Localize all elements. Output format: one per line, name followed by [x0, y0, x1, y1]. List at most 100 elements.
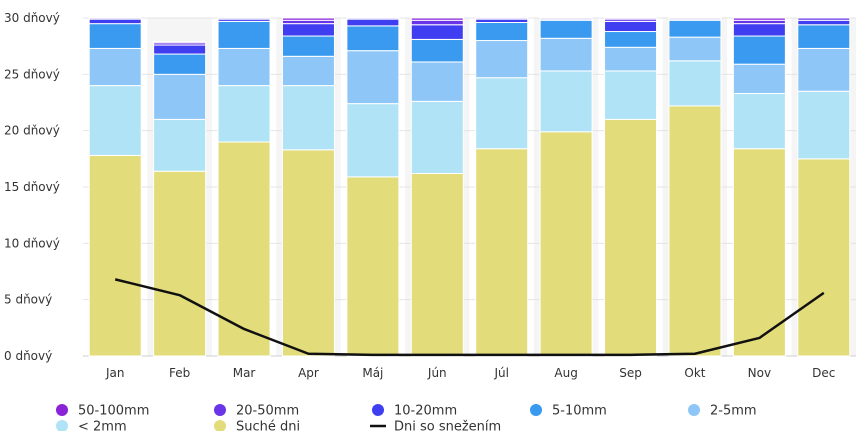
bar-segment	[539, 17, 593, 20]
x-tick-label: Apr	[298, 366, 319, 380]
legend-item[interactable]: < 2mm	[56, 420, 127, 431]
bar-segment	[475, 18, 529, 24]
bar-segment	[539, 70, 593, 133]
bar-segment	[410, 24, 464, 40]
bar-segment	[346, 18, 400, 27]
y-tick-label: 0 dňový	[4, 349, 52, 363]
legend-label: 20-50mm	[236, 404, 299, 419]
bar-segment	[539, 19, 593, 39]
bar-segment	[153, 73, 207, 120]
bar-segment	[153, 118, 207, 172]
y-tick-label: 25 dňový	[4, 67, 60, 81]
bar-segment	[668, 60, 722, 107]
bar-segment	[732, 23, 786, 37]
legend-item[interactable]: 20-50mm	[214, 404, 299, 419]
bar-segment	[668, 36, 722, 62]
legend-circle-icon	[56, 404, 68, 416]
legend-circle-icon	[56, 420, 68, 431]
bar-segment	[668, 17, 722, 20]
bar-segment	[153, 44, 207, 55]
bar-segment	[732, 19, 786, 25]
bar-segment	[410, 172, 464, 357]
legend[interactable]: 50-100mm 20-50mm 10-20mm 5-10mm 2-5mm < 2mm Su…	[56, 404, 757, 431]
bar-segment	[732, 17, 786, 21]
legend-circle-icon	[530, 404, 542, 416]
snow-days-line	[114, 278, 825, 357]
legend-item[interactable]: Dni so snežením	[370, 420, 501, 431]
x-tick-label: Máj	[362, 366, 383, 380]
legend-circle-icon	[214, 404, 226, 416]
bar-segment	[797, 90, 851, 160]
bar-segment	[346, 50, 400, 105]
bar-segment	[410, 100, 464, 174]
bar-segment	[217, 47, 271, 87]
legend-label: 2-5mm	[710, 404, 757, 419]
bar-segment	[604, 20, 658, 33]
bar-segment	[217, 141, 271, 357]
x-tick-label: Nov	[748, 366, 771, 380]
bar-segment	[88, 23, 142, 49]
x-axis: Jan Feb Mar Apr Máj Jún Júl Aug Sep Okt Nov Dec	[105, 366, 835, 380]
bar-segment	[604, 70, 658, 120]
bar-segment	[668, 105, 722, 357]
x-tick-label: Aug	[554, 366, 577, 380]
legend-label: < 2mm	[78, 420, 127, 431]
x-tick-label: Dec	[812, 366, 835, 380]
bar-segment	[797, 47, 851, 92]
bar-segment	[797, 17, 851, 21]
legend-item[interactable]: 10-20mm	[372, 404, 457, 419]
x-tick-label: Jan	[105, 366, 125, 380]
x-tick-label: Okt	[684, 366, 705, 380]
legend-item[interactable]: 2-5mm	[688, 404, 757, 419]
bar-segment	[281, 149, 335, 357]
bar-segment	[217, 17, 271, 20]
bar-segment	[732, 92, 786, 150]
grid-lines	[83, 17, 856, 357]
bar-stacks	[88, 17, 851, 357]
legend-circle-icon	[372, 404, 384, 416]
bar-segment	[217, 20, 271, 49]
bar-segment	[88, 47, 142, 87]
bar-segment	[475, 40, 529, 79]
legend-circle-icon	[688, 404, 700, 416]
bar-segment	[410, 61, 464, 102]
bar-segment	[797, 24, 851, 49]
legend-label: Suché dni	[236, 420, 300, 431]
y-tick-label: 15 dňový	[4, 180, 60, 194]
legend-label: 50-100mm	[78, 404, 149, 419]
bar-segment	[281, 19, 335, 25]
x-tick-label: Feb	[169, 366, 190, 380]
legend-item[interactable]: 5-10mm	[530, 404, 607, 419]
bar-segment	[475, 22, 529, 42]
bar-segment	[410, 19, 464, 26]
bar-segment	[281, 35, 335, 57]
y-tick-label: 10 dňový	[4, 236, 60, 250]
bar-segment	[153, 53, 207, 75]
bar-segment	[410, 17, 464, 21]
legend-item[interactable]: Suché dni	[214, 420, 300, 431]
bar-segment	[732, 35, 786, 65]
legend-label: Dni so snežením	[394, 420, 501, 431]
bar-segment	[153, 41, 207, 44]
bar-segment	[475, 17, 529, 20]
y-tick-label: 5 dňový	[4, 293, 52, 307]
bar-segment	[346, 17, 400, 20]
x-tick-label: Jún	[427, 366, 447, 380]
bar-segment	[604, 118, 658, 357]
y-tick-label: 30 dňový	[4, 11, 60, 25]
x-tick-label: Mar	[233, 366, 256, 380]
x-tick-label: Júl	[493, 366, 508, 380]
y-tick-label: 20 dňový	[4, 124, 60, 138]
bar-segment	[410, 38, 464, 63]
bar-segment	[346, 25, 400, 52]
bar-segment	[88, 85, 142, 156]
bar-segment	[153, 170, 207, 357]
bar-segment	[604, 17, 658, 20]
legend-item[interactable]: 50-100mm	[56, 404, 149, 419]
snow-days-line-layer	[114, 278, 825, 357]
bar-segment	[281, 85, 335, 151]
bar-segment	[539, 131, 593, 357]
bar-segment	[88, 18, 142, 25]
bar-segment	[281, 55, 335, 87]
